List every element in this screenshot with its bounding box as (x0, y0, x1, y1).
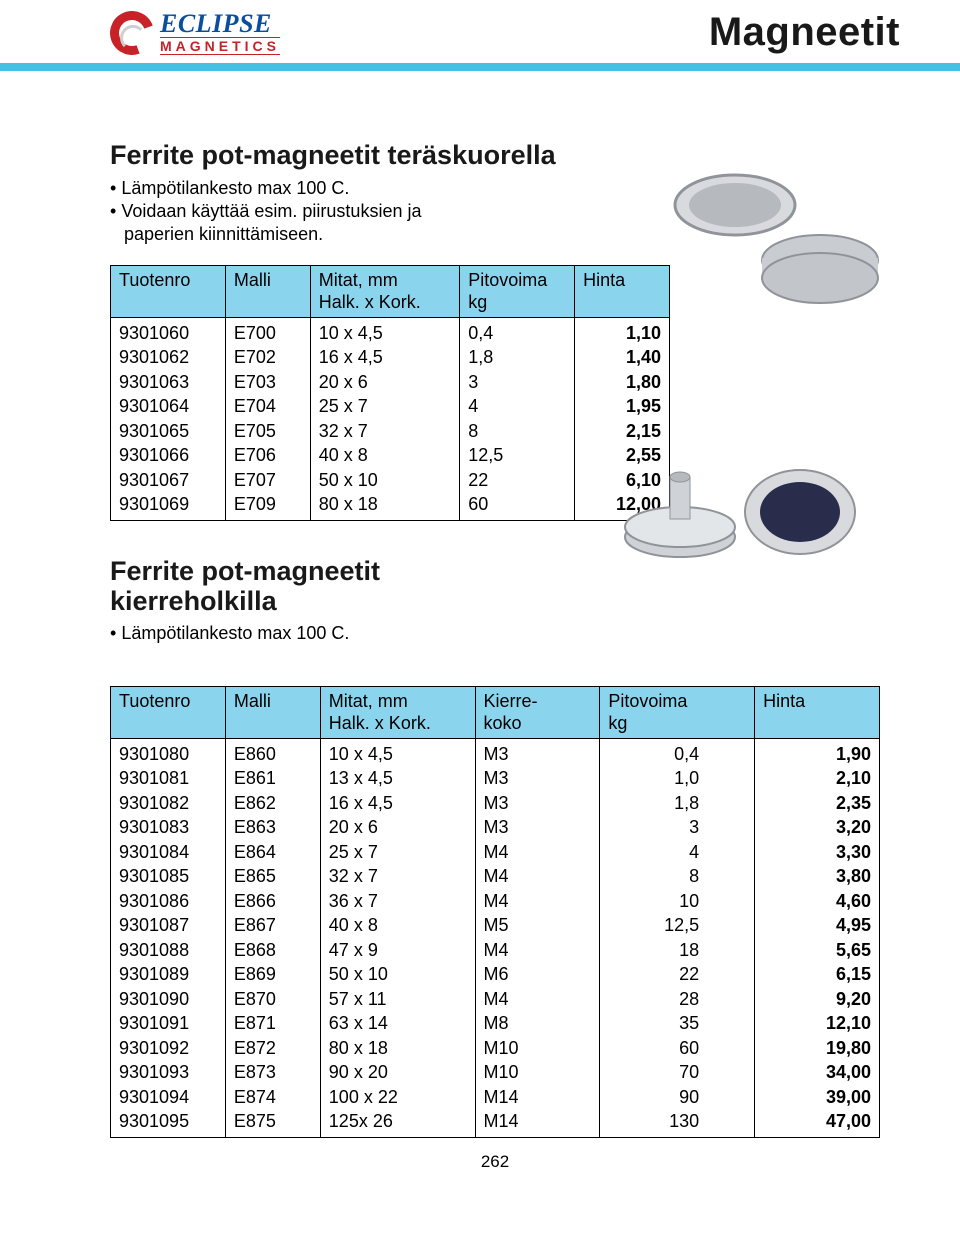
logo-name: ECLIPSE (160, 11, 280, 37)
table-row: 9301080E86010 x 4,5M30,41,90 (111, 738, 880, 766)
table-row: 9301066E70640 x 812,52,55 (111, 443, 670, 468)
th: Pitovoima kg (600, 686, 755, 738)
th: Malli (225, 686, 320, 738)
th: Tuotenro (111, 686, 226, 738)
table-row: 9301089E86950 x 10M6226,15 (111, 962, 880, 987)
table-row: 9301065E70532 x 782,15 (111, 419, 670, 444)
th: Mitat, mm Halk. x Kork. (320, 686, 475, 738)
th: Hinta (755, 686, 880, 738)
table-row: 9301060E70010 x 4,50,41,10 (111, 317, 670, 345)
page-number: 262 (110, 1152, 880, 1172)
table-row: 9301086E86636 x 7M4104,60 (111, 889, 880, 914)
table-row: 9301085E86532 x 7M483,80 (111, 864, 880, 889)
th: Kierre- koko (475, 686, 600, 738)
table-row: 9301067E70750 x 10226,10 (111, 468, 670, 493)
table-row: 9301092E87280 x 18M106019,80 (111, 1036, 880, 1061)
table-row: 9301064E70425 x 741,95 (111, 394, 670, 419)
bullet: Lämpötilankesto max 100 C. (110, 622, 880, 645)
table-row: 9301081E86113 x 4,5M31,02,10 (111, 766, 880, 791)
logo-sub: MAGNETICS (160, 37, 280, 55)
table-row: 9301094E874100 x 22M149039,00 (111, 1085, 880, 1110)
section2-heading: Ferrite pot-magneetit kierreholkilla (110, 557, 880, 616)
brand-logo: ECLIPSE MAGNETICS (110, 11, 280, 55)
product-image-pot-magnets (650, 150, 890, 310)
product-image-threaded-magnets (610, 457, 860, 562)
table-row: 9301088E86847 x 9M4185,65 (111, 938, 880, 963)
table-row: 9301062E70216 x 4,51,81,40 (111, 345, 670, 370)
section2-bullets: Lämpötilankesto max 100 C. (110, 622, 880, 645)
th: Mitat, mm Halk. x Kork. (310, 265, 460, 317)
table-row: 9301095E875125x 26M1413047,00 (111, 1109, 880, 1137)
table-row: 9301090E87057 x 11M4289,20 (111, 987, 880, 1012)
th: Malli (225, 265, 310, 317)
page-title: Magneetit (709, 10, 900, 55)
th: Tuotenro (111, 265, 226, 317)
table-row: 9301082E86216 x 4,5M31,82,35 (111, 791, 880, 816)
th: Pitovoima kg (460, 265, 575, 317)
section1-table: Tuotenro Malli Mitat, mm Halk. x Kork. P… (110, 265, 670, 521)
table-row: 9301069E70980 x 186012,00 (111, 492, 670, 520)
table-row: 9301091E87163 x 14M83512,10 (111, 1011, 880, 1036)
table-row: 9301083E86320 x 6M333,20 (111, 815, 880, 840)
table-row: 9301063E70320 x 631,80 (111, 370, 670, 395)
table-row: 9301093E87390 x 20M107034,00 (111, 1060, 880, 1085)
table-row: 9301087E86740 x 8M512,54,95 (111, 913, 880, 938)
table-row: 9301084E86425 x 7M443,30 (111, 840, 880, 865)
section2-table: Tuotenro Malli Mitat, mm Halk. x Kork. K… (110, 686, 880, 1138)
title-rule (0, 63, 960, 71)
logo-magnet-icon (103, 3, 161, 61)
